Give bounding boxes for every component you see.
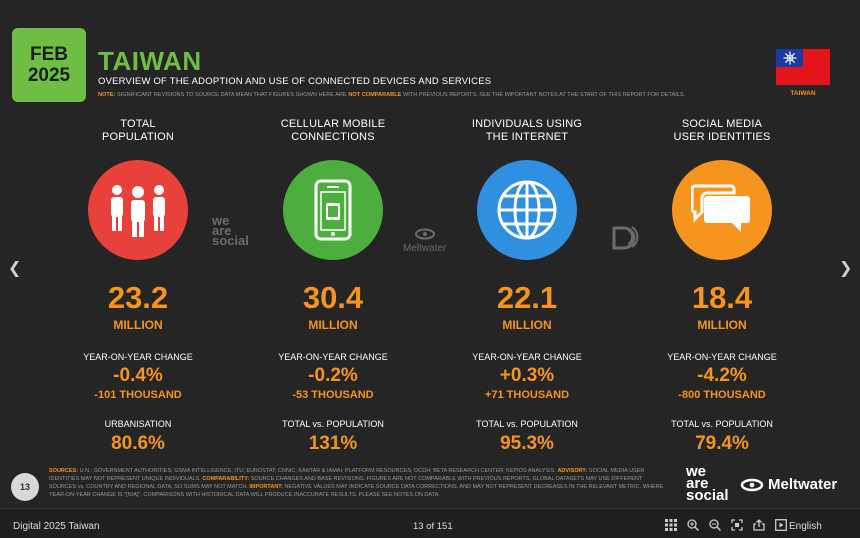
meltwater-logo: Meltwater bbox=[740, 476, 837, 493]
change-percent: -0.2% bbox=[308, 365, 358, 386]
change-label: YEAR-ON-YEAR CHANGE bbox=[472, 352, 582, 362]
stat-value: 30.4 bbox=[302, 280, 364, 315]
grid-view-icon[interactable] bbox=[664, 519, 677, 532]
column-title: CELLULAR MOBILE CONNECTIONS bbox=[280, 118, 386, 143]
change-label: YEAR-ON-YEAR CHANGE bbox=[278, 352, 388, 362]
note-text-2: WITH PREVIOUS REPORTS. SEE THE IMPORTANT… bbox=[402, 92, 686, 98]
slide-title: TAIWAN bbox=[98, 46, 202, 76]
page-indicator: 13 of 151 bbox=[413, 521, 453, 532]
viewer-toolbar bbox=[664, 519, 787, 532]
stat-unit: MILLION bbox=[502, 318, 552, 332]
change-label: YEAR-ON-YEAR CHANGE bbox=[83, 352, 193, 362]
extra-label: URBANISATION bbox=[104, 419, 172, 429]
white-sun-icon bbox=[783, 51, 796, 65]
meltwater-logo-icon bbox=[740, 478, 764, 491]
extra-value: 95.3% bbox=[500, 433, 554, 454]
change-absolute: -800 THOUSAND bbox=[678, 389, 766, 401]
we-are-social-watermark: we are social bbox=[212, 213, 249, 248]
stat-column-population: TOTAL POPULATION 23.2 MILLION YEAR-ON-YE… bbox=[53, 118, 223, 455]
taiwan-flag-icon bbox=[776, 49, 830, 85]
extra-label: TOTAL vs. POPULATION bbox=[671, 419, 773, 429]
meltwater-watermark-icon bbox=[414, 228, 435, 240]
column-title: TOTAL POPULATION bbox=[101, 118, 175, 143]
flag-label: TAIWAN bbox=[790, 90, 816, 97]
change-percent: -4.2% bbox=[697, 365, 747, 386]
next-slide-arrow-icon[interactable]: ❯ bbox=[839, 260, 853, 277]
change-percent: +0.3% bbox=[499, 365, 555, 386]
previous-slide-arrow-icon[interactable]: ❮ bbox=[8, 260, 22, 277]
column-title: INDIVIDUALS USING THE INTERNET bbox=[471, 118, 583, 143]
stat-column-social: SOCIAL MEDIA USER IDENTITIES 18.4 MILLIO… bbox=[637, 118, 807, 455]
share-icon[interactable] bbox=[752, 519, 765, 532]
document-title: Digital 2025 Taiwan bbox=[13, 521, 100, 532]
stat-column-mobile: CELLULAR MOBILE CONNECTIONS 30.4 MILLION… bbox=[248, 118, 418, 455]
change-absolute: +71 THOUSAND bbox=[484, 389, 570, 401]
stat-column-internet: INDIVIDUALS USING THE INTERNET 22.1 MILL… bbox=[442, 118, 612, 455]
zoom-out-icon[interactable] bbox=[708, 519, 721, 532]
mobile-phone-icon bbox=[283, 160, 383, 260]
page-number-badge: 13 bbox=[11, 473, 39, 501]
stat-unit: MILLION bbox=[308, 318, 358, 332]
flag-canton bbox=[776, 49, 803, 67]
meltwater-watermark: Meltwater bbox=[403, 228, 446, 254]
chat-bubbles-icon bbox=[672, 160, 772, 260]
extra-value: 80.6% bbox=[111, 433, 165, 454]
note-emphasis: NOT COMPARABLE bbox=[348, 92, 402, 98]
stat-value: 18.4 bbox=[691, 280, 753, 315]
slide: FEB 2025 TAIWAN OVERVIEW OF THE ADOPTION… bbox=[8, 28, 853, 504]
stat-unit: MILLION bbox=[697, 318, 747, 332]
change-percent: -0.4% bbox=[113, 365, 163, 386]
extra-value: 131% bbox=[308, 433, 358, 454]
extra-label: TOTAL vs. POPULATION bbox=[282, 419, 384, 429]
people-icon bbox=[88, 160, 188, 260]
change-absolute: -53 THOUSAND bbox=[292, 389, 374, 401]
change-absolute: -101 THOUSAND bbox=[94, 389, 182, 401]
globe-icon bbox=[477, 160, 577, 260]
slide-note: NOTE: SIGNIFICANT REVISIONS TO SOURCE DA… bbox=[98, 92, 685, 98]
stat-unit: MILLION bbox=[113, 318, 163, 332]
zoom-in-icon[interactable] bbox=[686, 519, 699, 532]
date-badge: FEB 2025 bbox=[12, 28, 86, 102]
note-text-1: SIGNIFICANT REVISIONS TO SOURCE DATA MEA… bbox=[116, 92, 347, 98]
language-selector[interactable]: English bbox=[789, 521, 822, 532]
column-title: SOCIAL MEDIA USER IDENTITIES bbox=[673, 118, 771, 143]
note-label: NOTE: bbox=[98, 92, 116, 98]
fullscreen-icon[interactable] bbox=[730, 519, 743, 532]
extra-value: 79.4% bbox=[695, 433, 749, 454]
change-label: YEAR-ON-YEAR CHANGE bbox=[667, 352, 777, 362]
date-month: FEB bbox=[30, 44, 68, 65]
data-reportal-watermark-icon bbox=[612, 226, 639, 250]
we-are-social-logo: we are social bbox=[686, 463, 729, 504]
stat-value: 22.1 bbox=[496, 280, 558, 315]
extra-label: TOTAL vs. POPULATION bbox=[476, 419, 578, 429]
sources-footnote: SOURCES: U.N.; GOVERNMENT AUTHORITIES; G… bbox=[49, 468, 664, 498]
date-year: 2025 bbox=[27, 65, 71, 86]
viewer-bottom-bar: Digital 2025 Taiwan 13 of 151 English bbox=[0, 508, 860, 538]
slide-subtitle: OVERVIEW OF THE ADOPTION AND USE OF CONN… bbox=[98, 76, 492, 87]
stat-value: 23.2 bbox=[107, 280, 169, 315]
present-icon[interactable] bbox=[774, 519, 787, 532]
